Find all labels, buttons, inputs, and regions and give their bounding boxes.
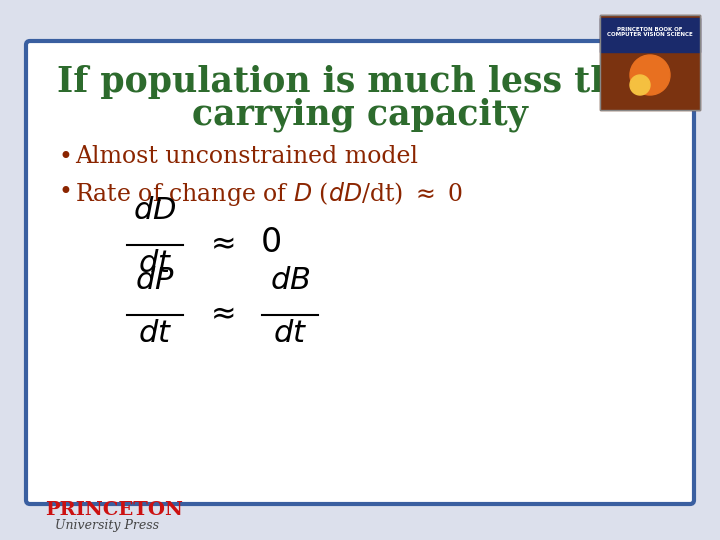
Bar	[600, 18, 700, 52]
Text: $\approx$: $\approx$	[205, 228, 235, 258]
Text: $dB$: $dB$	[270, 266, 310, 295]
Text: $dt$: $dt$	[138, 249, 172, 278]
Text: Rate of change of $D$ ($dD$/dt) $\approx$ 0: Rate of change of $D$ ($dD$/dt) $\approx…	[75, 180, 462, 208]
Circle shape	[630, 75, 650, 95]
Text: carrying capacity: carrying capacity	[192, 97, 528, 132]
Text: University Press: University Press	[55, 519, 159, 532]
Text: •: •	[58, 145, 72, 169]
Text: $\approx$: $\approx$	[205, 299, 235, 327]
Text: PRINCETON BOOK OF
COMPUTER VISION SCIENCE: PRINCETON BOOK OF COMPUTER VISION SCIENC…	[607, 26, 693, 37]
Text: $dt$: $dt$	[138, 319, 172, 348]
Text: $dP$: $dP$	[135, 266, 175, 295]
Text: $0$: $0$	[259, 226, 281, 260]
Text: $dD$: $dD$	[133, 196, 176, 225]
Text: PRINCETON: PRINCETON	[45, 501, 183, 519]
Bar	[600, 15, 700, 110]
Text: $dt$: $dt$	[273, 319, 307, 348]
Bar	[600, 15, 700, 110]
Text: If population is much less than: If population is much less than	[57, 65, 663, 99]
FancyBboxPatch shape	[26, 41, 694, 504]
Text: Almost unconstrained model: Almost unconstrained model	[75, 145, 418, 168]
Circle shape	[630, 55, 670, 95]
Text: •: •	[58, 180, 72, 204]
